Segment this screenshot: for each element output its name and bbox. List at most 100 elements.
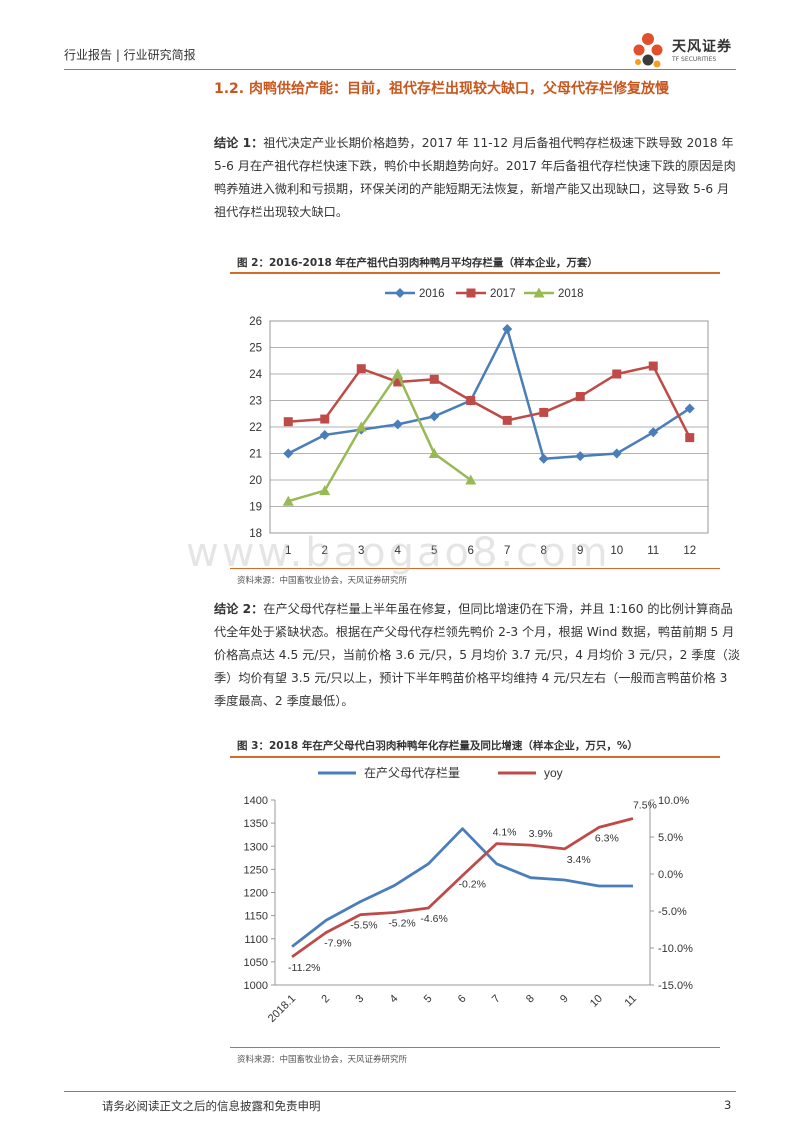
- series-line-2017: [288, 364, 691, 439]
- y-tick-label-right: 5.0%: [658, 832, 683, 844]
- x-tick-label: 6: [456, 993, 469, 1006]
- y-tick-label-left: 1250: [244, 864, 268, 876]
- legend-marker-2017: [466, 288, 476, 298]
- series-line-2016: [287, 325, 691, 461]
- x-tick-label: 8: [524, 993, 537, 1006]
- x-tick-label: 9: [577, 545, 583, 557]
- figure-3-source: 资料来源：中国畜牧业协会，天风证券研究所: [237, 1055, 408, 1065]
- data-point-2016: [648, 427, 659, 438]
- figure-2-title: 图 2：2016-2018 年在产祖代白羽肉种鸭月平均存栏量（样本企业，万套）: [237, 257, 598, 269]
- logo-subtitle: TF SECURITIES: [672, 56, 717, 63]
- series-line-stock: [291, 827, 633, 948]
- x-tick-label: 8: [541, 545, 547, 557]
- data-point-2018: [465, 474, 477, 485]
- legend-marker-2016: [395, 288, 405, 298]
- chart-parent-stock-yoy: 1000 1050 1100 1150 1200 1250 1300 1350 1400 -15.…: [244, 765, 694, 1025]
- figure-3-top-rule: [230, 756, 720, 758]
- header-rule: [64, 69, 736, 70]
- figure-3-bottom-rule: [230, 1047, 720, 1048]
- watermark: www.baogao8.com: [186, 530, 611, 576]
- footer-disclaimer: 请务必阅读正文之后的信息披露和免责申明: [102, 1099, 321, 1113]
- x-tick-label: 5: [422, 993, 435, 1006]
- x-tick-label: 6: [468, 545, 474, 557]
- footer-rule: [64, 1091, 736, 1092]
- conclusion-1-label: 结论 1：: [214, 136, 264, 150]
- x-tick-label: 5: [431, 545, 437, 557]
- data-point-2016: [283, 448, 294, 459]
- x-tick-label: 4: [388, 993, 401, 1006]
- y-tick-label-right: 10.0%: [658, 795, 689, 807]
- data-label-yoy: 7.5%: [633, 800, 657, 812]
- data-label-yoy: -5.2%: [388, 917, 415, 929]
- data-point-2017: [393, 377, 403, 387]
- x-tick-label: 9: [558, 993, 571, 1006]
- page-number: 3: [724, 1098, 732, 1112]
- figure-2-bottom-rule: [230, 568, 720, 569]
- data-point-2018: [392, 368, 404, 379]
- data-point-2018: [282, 495, 294, 506]
- x-tick-label: 2: [319, 993, 332, 1006]
- y-tick-label-right: -10.0%: [658, 943, 693, 955]
- data-point-2016: [429, 411, 440, 422]
- legend-label-2018: 2018: [558, 288, 584, 300]
- data-point-2017: [283, 417, 293, 427]
- y-tick-label-left: 1350: [244, 818, 268, 830]
- figure-3-title: 图 3：2018 年在产父母代白羽肉种鸭年化存栏量及同比增速（样本企业，万只，%…: [237, 740, 638, 752]
- y-tick-label: 20: [249, 475, 262, 487]
- figure-2-top-rule: [230, 272, 720, 274]
- legend-label-2017: 2017: [490, 288, 516, 300]
- y-tick-label: 24: [249, 369, 262, 381]
- x-tick-label: 7: [504, 545, 510, 557]
- series-line-yoy: [291, 817, 634, 959]
- x-tick-label: 2018.1: [266, 993, 298, 1025]
- conclusion-2-label: 结论 2：: [214, 602, 264, 616]
- x-tick-label: 7: [490, 993, 503, 1006]
- legend-label-2016: 2016: [419, 288, 445, 300]
- legend-marker-2018: [533, 287, 545, 298]
- tf-securities-logo: [633, 33, 663, 68]
- data-point-2018: [355, 421, 367, 432]
- data-label-yoy: 4.1%: [493, 827, 517, 839]
- data-point-2018: [428, 448, 440, 458]
- y-tick-label: 21: [249, 449, 262, 461]
- data-label-yoy: -0.2%: [459, 878, 486, 890]
- y-tick-label: 22: [249, 422, 262, 434]
- data-point-2016: [611, 448, 622, 459]
- y-tick-label-right: -15.0%: [658, 980, 693, 992]
- data-point-2016: [502, 323, 513, 334]
- y-tick-label: 26: [249, 316, 262, 328]
- data-point-2016: [538, 453, 549, 464]
- x-tick-label: 10: [588, 993, 605, 1010]
- y-tick-label: 25: [249, 343, 262, 355]
- y-tick-label-left: 1300: [244, 841, 268, 853]
- x-tick-label: 12: [683, 545, 696, 557]
- data-label-yoy: -5.5%: [350, 920, 377, 932]
- section-title: 1.2. 肉鸭供给产能：目前，祖代存栏出现较大缺口，父母代存栏修复放慢: [214, 81, 669, 97]
- x-tick-label: 3: [354, 993, 367, 1006]
- y-tick-label-right: -5.0%: [658, 906, 687, 918]
- y-tick-label-left: 1200: [244, 888, 268, 900]
- data-label-yoy: 3.4%: [567, 854, 591, 866]
- x-tick-label: 1: [285, 545, 291, 557]
- conclusion-2-text: 在产父母代存栏量上半年虽在修复，但同比增速仍在下滑，并且 1:160 的比例计算…: [214, 602, 741, 708]
- y-tick-label: 23: [249, 396, 262, 408]
- conclusion-1-text: 祖代决定产业长期价格趋势，2017 年 11-12 月后备祖代鸭存栏极速下跌导致…: [214, 136, 736, 219]
- conclusion-1: 结论 1：祖代决定产业长期价格趋势，2017 年 11-12 月后备祖代鸭存栏极…: [214, 132, 740, 224]
- data-label-yoy: -11.2%: [288, 962, 321, 974]
- figure-2-source: 资料来源：中国畜牧业协会，天风证券研究所: [237, 576, 408, 586]
- legend-label-yoy: yoy: [544, 766, 563, 780]
- report-category: 行业报告 | 行业研究简报: [64, 48, 196, 62]
- y-tick-label-right: 0.0%: [658, 869, 683, 881]
- x-tick-label: 10: [610, 545, 623, 557]
- data-point-2017: [320, 414, 330, 424]
- data-point-2017: [356, 364, 366, 374]
- data-point-2017: [648, 361, 658, 371]
- data-point-2016: [575, 451, 586, 462]
- logo-name: 天风证券: [672, 39, 732, 55]
- x-tick-label: 3: [358, 545, 364, 557]
- y-tick-label-left: 1400: [244, 795, 268, 807]
- y-tick-label: 19: [249, 502, 262, 514]
- x-tick-label: 2: [322, 545, 328, 557]
- data-label-yoy: 3.9%: [529, 828, 553, 840]
- data-point-2017: [575, 392, 585, 402]
